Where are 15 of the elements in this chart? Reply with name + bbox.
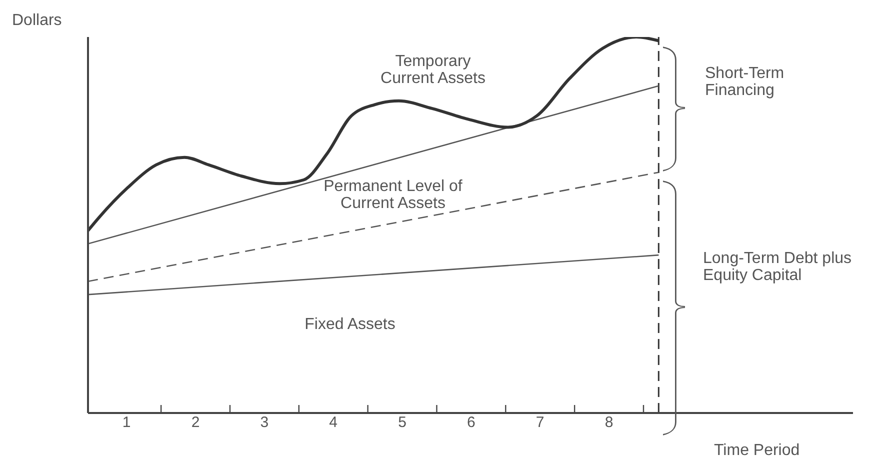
annotation: Temporary Current Assets — [380, 53, 486, 87]
y-axis-title: Dollars — [12, 12, 62, 30]
x-tick-label: 2 — [191, 414, 200, 431]
x-tick-label: 7 — [536, 414, 544, 431]
annotation: Permanent Level of Current Assets — [322, 178, 464, 212]
annotation: Short-Term Financing — [705, 65, 786, 99]
x-tick-label: 5 — [398, 414, 406, 431]
annotation: Fixed Assets — [304, 316, 396, 333]
x-tick-label: 3 — [260, 414, 269, 431]
x-tick-label: 6 — [467, 414, 476, 431]
annotation: Long-Term Debt plus Equity Capital — [703, 250, 853, 284]
x-tick-label: 4 — [329, 414, 338, 431]
x-tick-label: 8 — [604, 414, 614, 431]
x-tick-label: 1 — [122, 414, 131, 431]
x-axis-title: Time Period — [714, 442, 800, 460]
